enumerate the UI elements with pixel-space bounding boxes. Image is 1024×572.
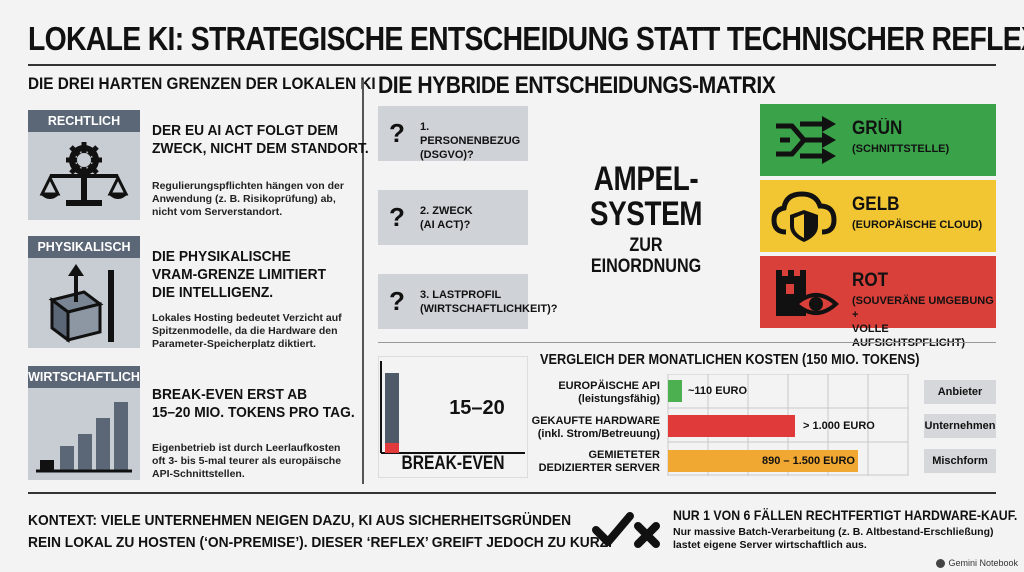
question-lastprofil: ? 3. LASTPROFIL (WIRTSCHAFTLICHKEIT)? bbox=[378, 274, 557, 329]
scales-gear-icon bbox=[28, 132, 140, 220]
notebook-logo-icon bbox=[936, 558, 946, 568]
question-zweck: ? 2. ZWECK (AI ACT)? bbox=[378, 190, 528, 245]
category-label: PHYSIKALISCH bbox=[28, 236, 140, 258]
interface-arrows-icon bbox=[770, 112, 840, 168]
category-card-wirtschaftlich: WIRTSCHAFTLICH bbox=[28, 366, 140, 480]
context-text: KONTEXT: VIELE UNTERNEHMEN NEIGEN DAZU, … bbox=[28, 512, 612, 551]
traffic-light-green: GRÜN (SCHNITTSTELLE) bbox=[760, 104, 996, 176]
physical-text: Lokales Hosting bedeutet Verzicht auf Spi… bbox=[152, 312, 342, 350]
light-title: GRÜN bbox=[852, 118, 903, 139]
verdict-text: Nur massive Batch-Verarbeitung (z. B. Al… bbox=[673, 526, 994, 551]
category-label: RECHTLICH bbox=[28, 110, 140, 132]
tower-eye-icon bbox=[770, 264, 840, 320]
question-mark-icon: ? bbox=[389, 202, 405, 232]
matrix-divider bbox=[378, 342, 996, 343]
cost-value-api: ~110 EURO bbox=[688, 385, 748, 397]
cost-bar-server bbox=[668, 450, 858, 472]
legal-text: Regulierungspflichten hängen von der Anwe… bbox=[152, 180, 344, 218]
provider-badge-unternehmen: Unternehmen bbox=[924, 414, 996, 438]
cost-value-server: 890 – 1.500 EURO bbox=[762, 455, 855, 467]
question-mark-icon: ? bbox=[389, 286, 405, 316]
economic-headline: BREAK-EVEN ERST AB 15–20 MIO. TOKENS PRO … bbox=[152, 386, 355, 421]
traffic-light-yellow: GELB (EUROPÄISCHE CLOUD) bbox=[760, 180, 996, 252]
check-cross-icon bbox=[592, 510, 664, 550]
matrix-section-title: DIE HYBRIDE ENTSCHEIDUNGS-MATRIX bbox=[378, 72, 776, 99]
light-title: ROT bbox=[852, 270, 889, 291]
cost-label-server: GEMIETETER DEDIZIERTER SERVER bbox=[538, 449, 660, 474]
provider-badge-anbieter: Anbieter bbox=[924, 380, 996, 404]
breakeven-label: BREAK-EVEN bbox=[401, 453, 505, 474]
breakeven-gauge bbox=[380, 361, 525, 454]
cost-bar-api bbox=[668, 380, 682, 402]
category-card-rechtlich: RECHTLICH bbox=[28, 110, 140, 220]
section-divider bbox=[362, 80, 364, 484]
bottom-divider bbox=[28, 492, 996, 494]
footer-brand: Gemini Notebook bbox=[936, 558, 1018, 568]
limits-section-title: DIE DREI HARTEN GRENZEN DER LOKALEN KI bbox=[28, 74, 376, 93]
light-subtitle: (SCHNITTSTELLE) bbox=[852, 143, 950, 155]
breakeven-value: 15–20 bbox=[449, 397, 505, 419]
bar-growth-icon bbox=[28, 388, 140, 480]
cost-label-hardware: GEKAUFTE HARDWARE (inkl. Strom/Betreuung) bbox=[531, 415, 660, 440]
breakeven-bar-fill bbox=[385, 443, 399, 453]
cost-value-hardware: > 1.000 EURO bbox=[803, 420, 875, 432]
traffic-light-red: ROT (SOUVERÄNE UMGEBUNG + VOLLE AUFSICHTS… bbox=[760, 256, 996, 349]
cost-comparison-title: VERGLEICH DER MONATLICHEN KOSTEN (150 MI… bbox=[540, 352, 920, 368]
box-limit-icon bbox=[28, 258, 140, 348]
light-subtitle: (SOUVERÄNE UMGEBUNG + VOLLE AUFSICHTSPFLI… bbox=[852, 295, 994, 349]
breakeven-panel: 15–20 BREAK-EVEN bbox=[378, 356, 528, 478]
breakeven-bar bbox=[385, 373, 399, 453]
cost-label-api: EUROPÄISCHE API (leistungsfähig) bbox=[558, 380, 660, 405]
verdict-headline: NUR 1 VON 6 FÄLLEN RECHTFERTIGT HARDWARE… bbox=[673, 507, 1018, 523]
legal-headline: DER EU AI ACT FOLGT DEM ZWECK, NICHT DEM … bbox=[152, 122, 369, 157]
category-label: WIRTSCHAFTLICH bbox=[28, 366, 140, 388]
ampel-system-label: AMPEL- SYSTEM ZUR EINORDNUNG bbox=[589, 160, 703, 278]
physical-headline: DIE PHYSIKALISCHE VRAM-GRENZE LIMITIERT DI… bbox=[152, 248, 327, 301]
light-subtitle: (EUROPÄISCHE CLOUD) bbox=[852, 219, 983, 231]
question-mark-icon: ? bbox=[389, 118, 405, 148]
question-text: 1. PERSONENBEZUG (DSGVO)? bbox=[420, 121, 521, 161]
question-text: 2. ZWECK (AI ACT)? bbox=[420, 205, 473, 231]
category-card-physikalisch: PHYSIKALISCH bbox=[28, 236, 140, 348]
cloud-shield-icon bbox=[770, 188, 840, 244]
title-divider bbox=[28, 64, 996, 66]
economic-text: Eigenbetrieb ist durch Leerlaufkosten oft… bbox=[152, 442, 342, 480]
provider-badge-mischform: Mischform bbox=[924, 449, 996, 473]
question-text: 3. LASTPROFIL (WIRTSCHAFTLICHKEIT)? bbox=[420, 289, 558, 315]
question-personenbezug: ? 1. PERSONENBEZUG (DSGVO)? bbox=[378, 106, 528, 161]
light-title: GELB bbox=[852, 194, 900, 215]
page-title: LOKALE KI: STRATEGISCHE ENTSCHEIDUNG STA… bbox=[28, 20, 1024, 57]
cost-bar-hardware bbox=[668, 415, 795, 437]
